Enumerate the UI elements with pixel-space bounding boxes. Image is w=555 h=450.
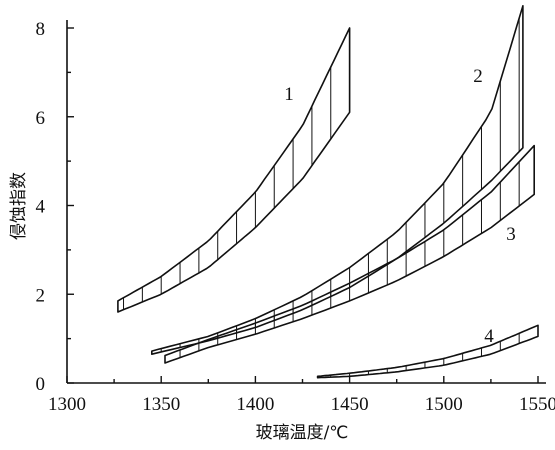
x-ticks: 1300 1350 1400 1450 1500 1550: [48, 376, 555, 415]
y-tick-label: 8: [36, 19, 46, 40]
series-band-4: 4: [316, 324, 539, 379]
band-outline: [117, 27, 351, 313]
y-tick-label: 4: [36, 197, 46, 218]
y-tick-label: 2: [36, 285, 46, 306]
y-tick-label: 0: [36, 374, 46, 395]
series-label: 4: [484, 326, 494, 347]
y-tick-label: 6: [36, 108, 46, 129]
x-tick-label: 1450: [331, 394, 369, 415]
band-outline: [164, 144, 535, 364]
series-label: 3: [506, 224, 516, 245]
x-tick-label: 1500: [425, 394, 463, 415]
series-label: 2: [473, 66, 483, 87]
x-tick-label: 1400: [236, 394, 274, 415]
series-bands: 1 2 3 4: [117, 5, 539, 379]
x-tick-label: 1550: [519, 394, 555, 415]
band-outline: [316, 324, 539, 379]
x-tick-label: 1350: [142, 394, 180, 415]
y-ticks: 0 2 4 6 8: [36, 19, 74, 395]
series-band-3: 3: [164, 144, 535, 364]
band-outline: [151, 5, 524, 355]
y-axis-title: 侵蚀指数: [9, 172, 29, 240]
x-tick-label: 1300: [48, 394, 86, 415]
series-label: 1: [284, 84, 294, 105]
x-axis-title: 玻璃温度/℃: [256, 423, 349, 443]
series-band-2: 2: [151, 5, 524, 355]
axes: [66, 20, 546, 384]
series-band-1: 1: [117, 27, 351, 313]
